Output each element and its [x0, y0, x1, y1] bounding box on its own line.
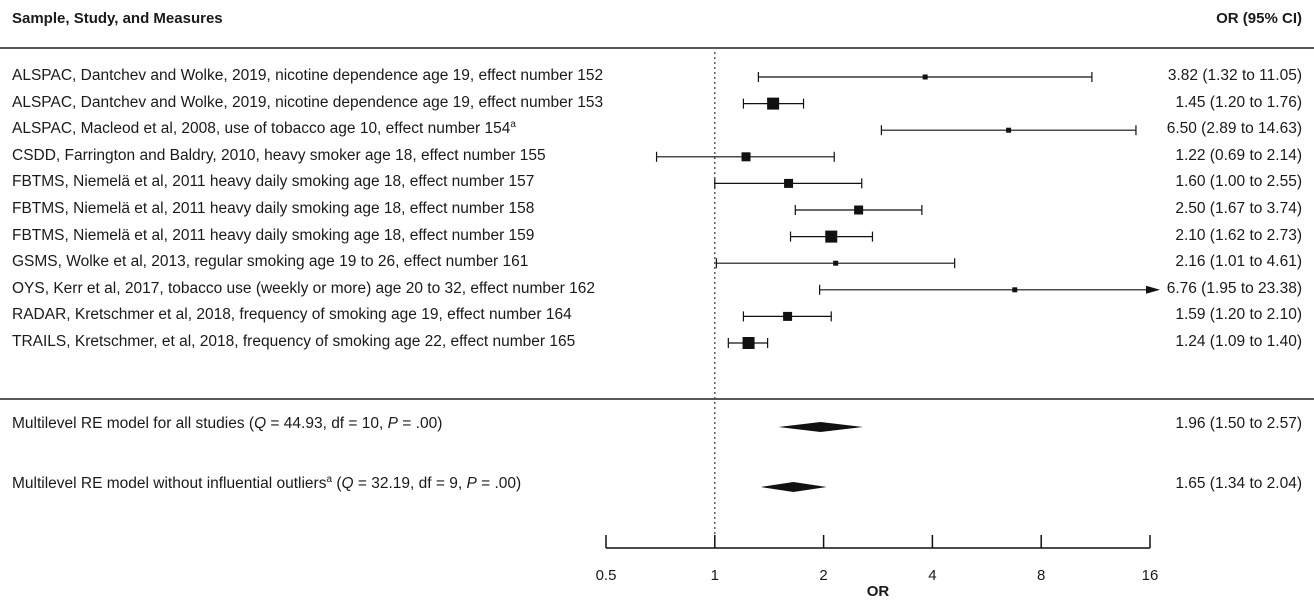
summary-ci-value: 1.96 (1.50 to 2.57): [1175, 415, 1302, 432]
header-sample-study-measures: Sample, Study, and Measures: [12, 10, 223, 27]
study-label: RADAR, Kretschmer et al, 2018, frequency…: [12, 306, 572, 324]
ci-value: 1.60 (1.00 to 2.55): [1175, 173, 1302, 191]
ci-value: 3.82 (1.32 to 11.05): [1167, 67, 1302, 84]
footnote-marker: a: [510, 119, 516, 131]
header-or-ci: OR (95% CI): [1216, 10, 1302, 27]
ci-value: 1.59 (1.20 to 2.10): [1175, 306, 1302, 324]
x-axis-label: OR: [866, 583, 890, 600]
x-tick-label: 1: [710, 567, 719, 584]
study-label: ALSPAC, Macleod et al, 2008, use of toba…: [12, 119, 516, 138]
ci-value: 1.45 (1.20 to 1.76): [1175, 93, 1302, 111]
ci-value: 1.22 (0.69 to 2.14): [1175, 146, 1302, 164]
ci-value: 6.76 (1.95 to 23.38): [1166, 279, 1302, 297]
study-label: OYS, Kerr et al, 2017, tobacco use (week…: [12, 279, 596, 297]
footnote-marker: a: [326, 473, 333, 485]
point-estimate: [1012, 287, 1018, 293]
x-tick-label: 8: [1037, 567, 1046, 584]
study-label: FBTMS, Niemelä et al, 2011 heavy daily s…: [12, 173, 535, 191]
study-label: ALSPAC, Dantchev and Wolke, 2019, nicoti…: [12, 67, 604, 84]
summary-label: Multilevel RE model for all studies (Q =…: [12, 415, 443, 432]
point-estimate: [783, 311, 793, 321]
point-estimate: [825, 230, 838, 243]
point-estimate: [1006, 127, 1012, 133]
ci-value: 2.10 (1.62 to 2.73): [1175, 226, 1302, 244]
point-estimate: [833, 260, 839, 266]
point-estimate: [854, 205, 864, 215]
point-estimate: [922, 74, 928, 80]
ci-arrow-right: [1146, 285, 1160, 294]
q-symbol: Q: [341, 475, 354, 492]
ci-value: 1.24 (1.09 to 1.40): [1175, 333, 1302, 350]
point-estimate: [767, 97, 780, 110]
point-estimate: [784, 178, 794, 188]
x-tick-label: 16: [1141, 567, 1159, 584]
x-tick-label: 2: [819, 567, 828, 584]
study-label: FBTMS, Niemelä et al, 2011 heavy daily s…: [12, 200, 535, 217]
point-estimate: [742, 337, 755, 349]
ci-value: 2.50 (1.67 to 3.74): [1175, 200, 1302, 217]
summary-diamond: [760, 482, 827, 492]
study-label: GSMS, Wolke et al, 2013, regular smoking…: [12, 253, 529, 271]
summary-diamond: [778, 422, 863, 432]
study-label: FBTMS, Niemelä et al, 2011 heavy daily s…: [12, 226, 535, 244]
study-label: CSDD, Farrington and Baldry, 2010, heavy…: [12, 146, 546, 164]
study-label: TRAILS, Kretschmer, et al, 2018, frequen…: [12, 333, 576, 350]
point-estimate: [741, 152, 751, 162]
x-tick-label: 0.5: [595, 567, 617, 584]
ci-value: 2.16 (1.01 to 4.61): [1175, 253, 1302, 271]
ci-value: 6.50 (2.89 to 14.63): [1166, 120, 1302, 138]
summary-ci-value: 1.65 (1.34 to 2.04): [1175, 475, 1302, 492]
q-symbol: Q: [254, 415, 267, 432]
study-label: ALSPAC, Dantchev and Wolke, 2019, nicoti…: [12, 93, 604, 111]
p-symbol: P: [387, 415, 398, 432]
x-tick-label: 4: [928, 567, 937, 584]
summary-label: Multilevel RE model without influential …: [12, 473, 522, 492]
p-symbol: P: [466, 475, 477, 492]
